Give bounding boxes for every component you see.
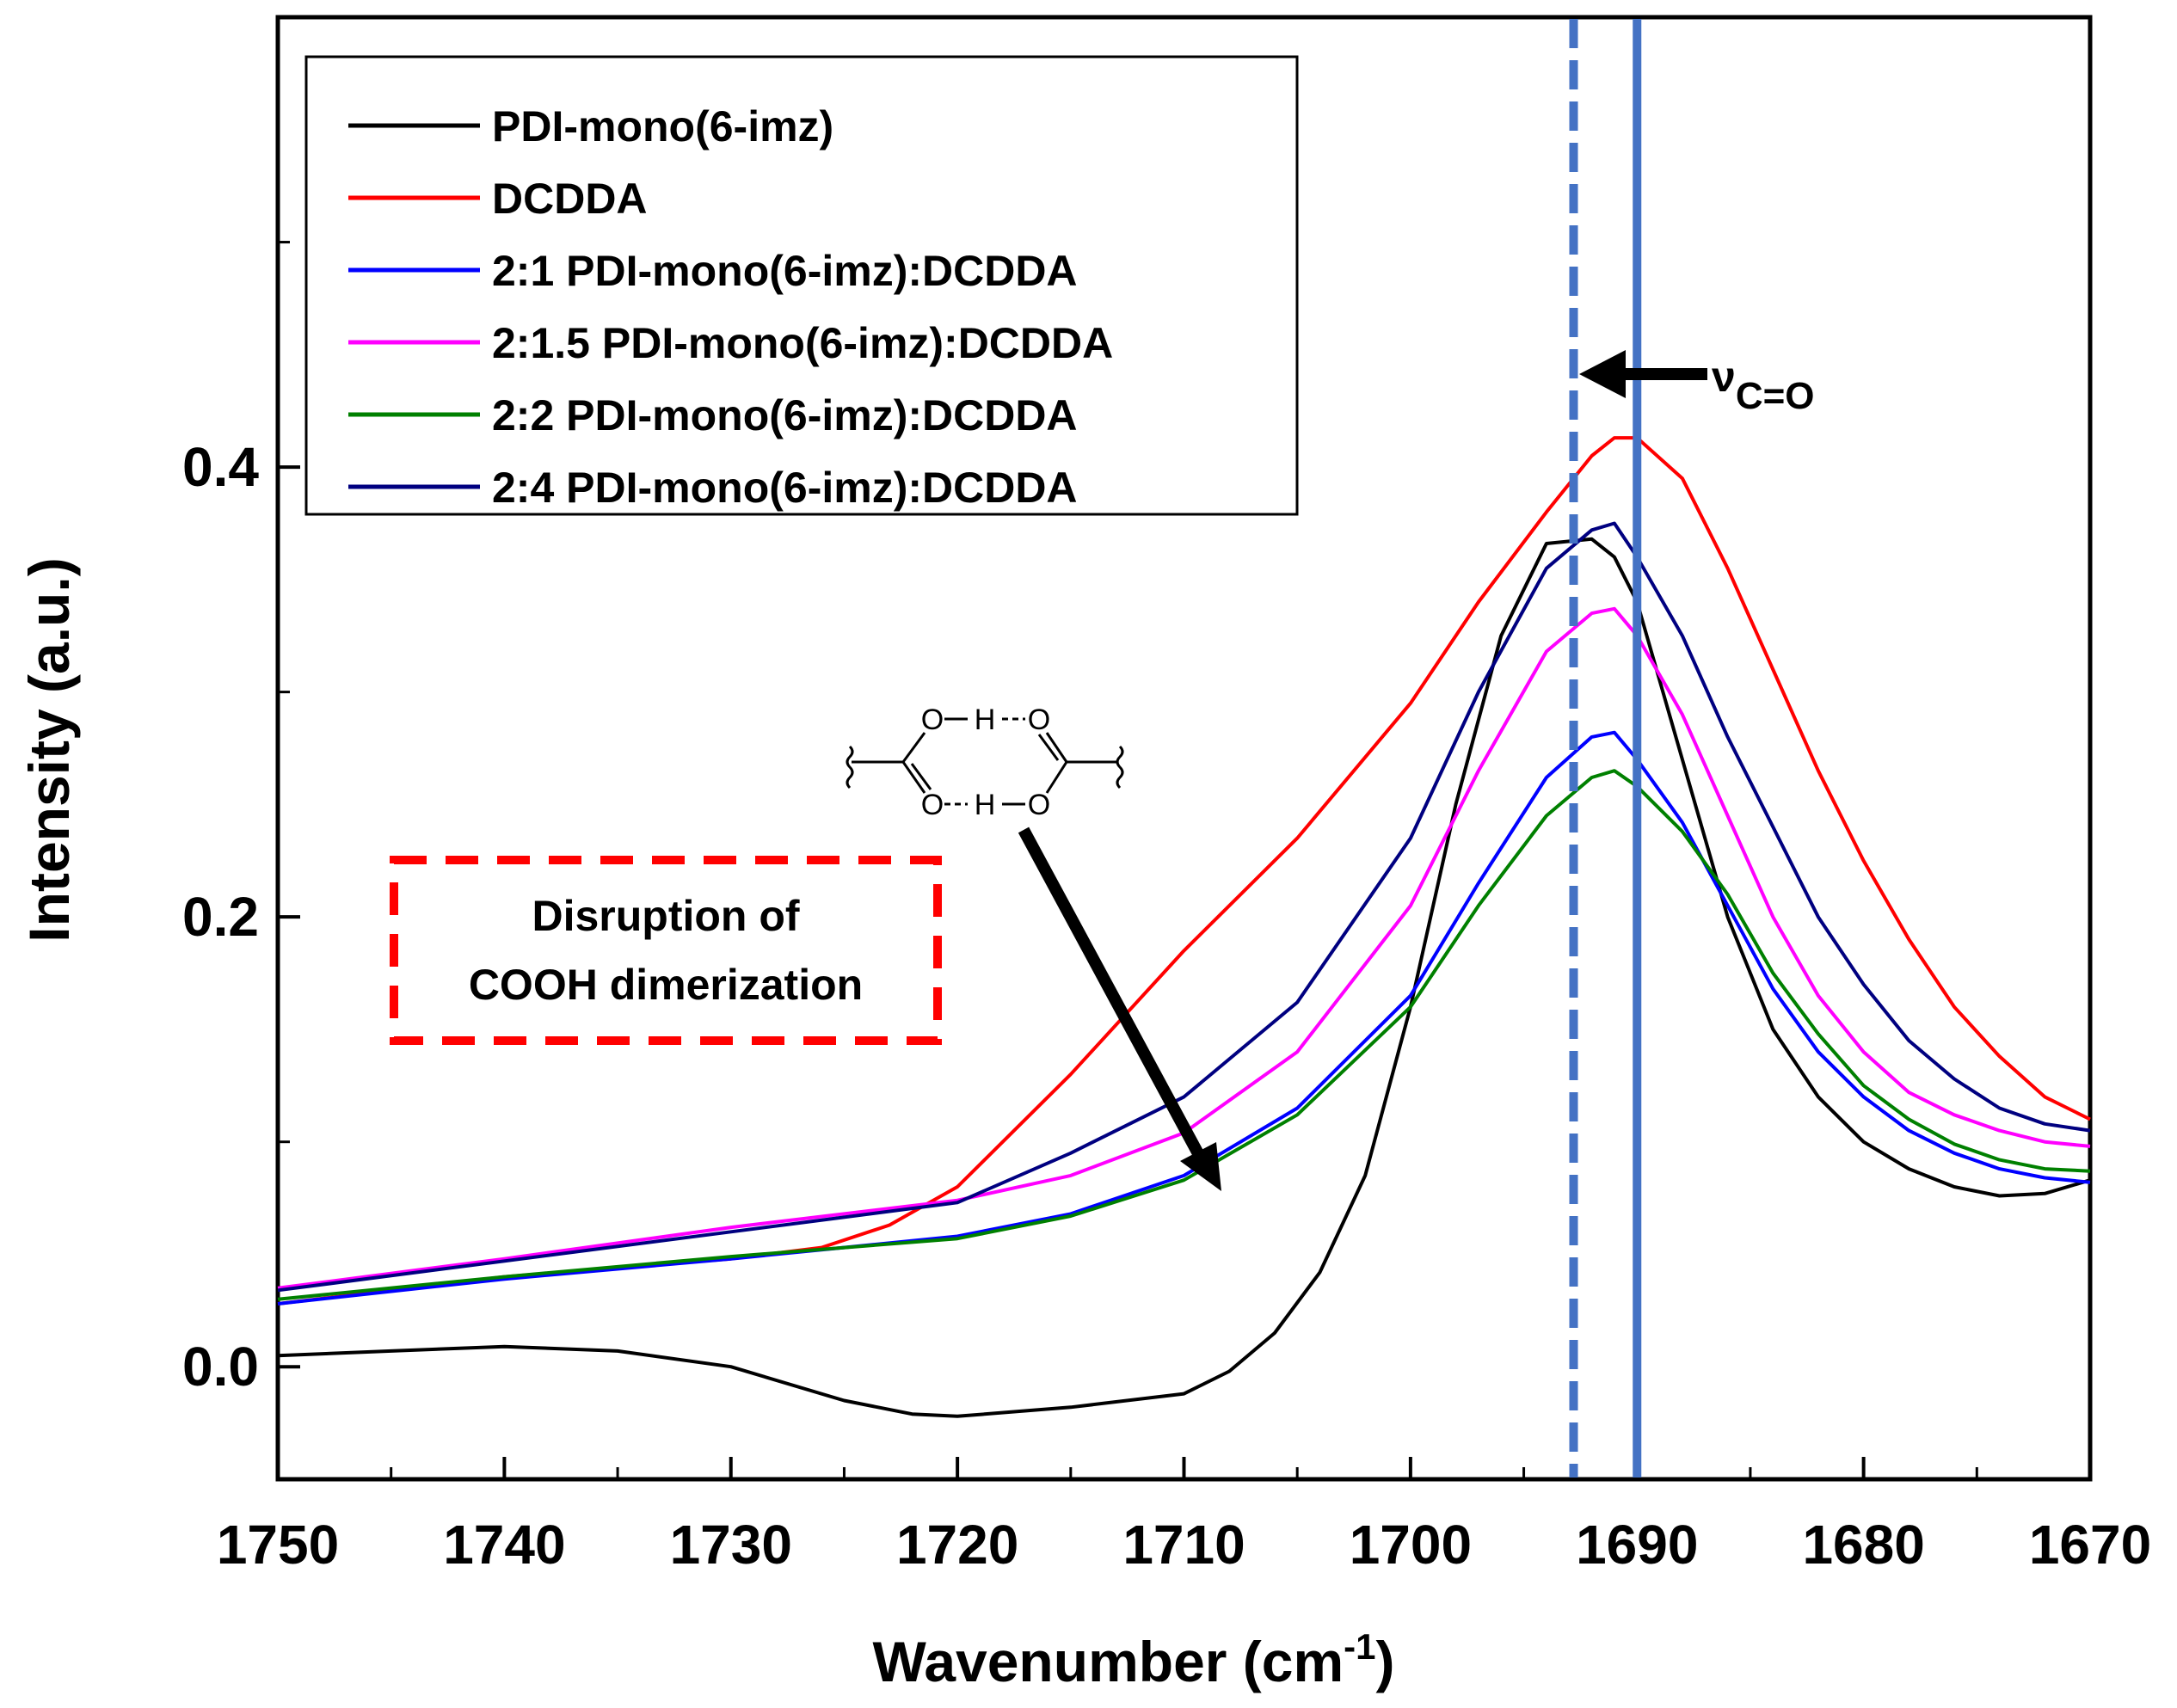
disruption-callout: Disruption of COOH dimerization xyxy=(390,856,942,1045)
legend-box xyxy=(304,55,1299,516)
x-tick-label: 1710 xyxy=(1122,1514,1245,1576)
left-wavy-bond xyxy=(846,745,854,789)
pointer-arrow-shaft xyxy=(1018,826,1206,1160)
right-co-up-1 xyxy=(1045,732,1068,763)
nu-co-label: νC=O xyxy=(1712,353,1815,417)
x-axis-title: Wavenumber (cm-1) xyxy=(872,1626,1394,1693)
legend: PDI-mono(6-imz) DCDDA 2:1 PDI-mono(6-imz):… xyxy=(304,55,1299,516)
chem-o-bottom-left: O xyxy=(921,789,944,821)
x-tick-label: 1750 xyxy=(217,1514,339,1576)
series-line-2 xyxy=(277,436,2091,1306)
chem-o-top-left: O xyxy=(921,703,944,736)
tick-labels: 1750 1740 1730 1720 1710 1700 1690 1680 1670 0.0 0… xyxy=(182,436,2151,1576)
left-co-down-1 xyxy=(901,761,926,794)
dimer-pointer-arrow xyxy=(1018,826,1221,1191)
x-tick-label: 1740 xyxy=(443,1514,565,1576)
legend-label-5: 2:2 PDI-mono(6-imz):DCDDA xyxy=(492,391,1078,439)
x-tick-label: 1720 xyxy=(896,1514,1018,1576)
disruption-box xyxy=(390,856,942,1045)
right-co-up-2 xyxy=(1037,734,1060,761)
series-group xyxy=(277,436,2091,1418)
right-wavy-bond xyxy=(1116,745,1124,789)
series-line-5 xyxy=(277,769,2091,1301)
x-tick-label: 1690 xyxy=(1576,1514,1698,1576)
y-tick-label: 0.0 xyxy=(182,1336,259,1398)
right-co-down xyxy=(1045,761,1068,794)
series-line-6 xyxy=(277,521,2091,1293)
disruption-line-1: Disruption of xyxy=(532,892,799,940)
legend-label-3: 2:1 PDI-mono(6-imz):DCDDA xyxy=(492,247,1078,295)
x-tick-label: 1670 xyxy=(2029,1514,2151,1576)
legend-label-2: DCDDA xyxy=(492,175,648,223)
series-line-1 xyxy=(277,537,2091,1418)
x-tick-label: 1730 xyxy=(670,1514,792,1576)
y-tick-label: 0.4 xyxy=(182,436,259,498)
x-tick-label: 1700 xyxy=(1350,1514,1472,1576)
chem-h-top: H xyxy=(975,703,996,736)
disruption-line-2: COOH dimerization xyxy=(469,961,863,1009)
series-line-3 xyxy=(277,730,2091,1306)
legend-label-6: 2:4 PDI-mono(6-imz):DCDDA xyxy=(492,464,1078,512)
cooh-dimer-structure xyxy=(846,717,1124,806)
chem-o-top-right: O xyxy=(1028,703,1050,736)
left-co-down-2 xyxy=(910,763,932,790)
left-co-up xyxy=(901,732,926,763)
pointer-arrow-head xyxy=(1180,1142,1221,1191)
x-tick-label: 1680 xyxy=(1802,1514,1924,1576)
reference-lines xyxy=(1569,19,1642,1478)
shift-arrow-head xyxy=(1579,350,1626,398)
y-axis-title: Intensity (a.u.) xyxy=(17,557,81,942)
y-tick-label: 0.2 xyxy=(182,886,259,948)
cooh-dimer-labels: O H O O H O xyxy=(921,703,1050,821)
legend-label-1: PDI-mono(6-imz) xyxy=(492,102,833,151)
chem-o-bottom-right: O xyxy=(1028,789,1050,821)
carbonyl-shift-annotation: νC=O xyxy=(1579,350,1815,417)
series-line-4 xyxy=(277,606,2091,1290)
legend-label-4: 2:1.5 PDI-mono(6-imz):DCDDA xyxy=(492,319,1113,367)
chem-h-bottom: H xyxy=(975,789,996,821)
